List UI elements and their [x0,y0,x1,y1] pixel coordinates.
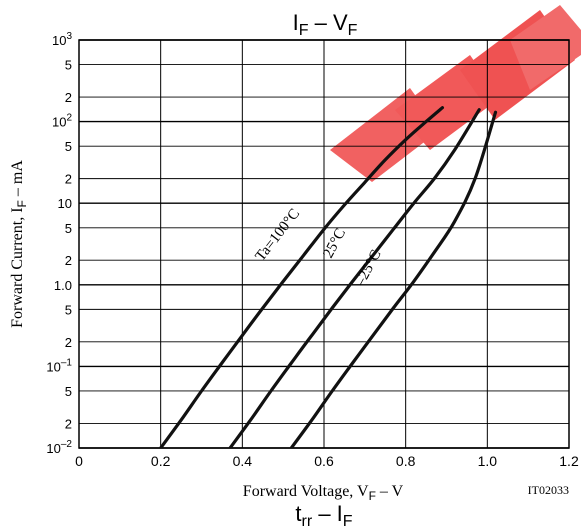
x-tick-labels: 0 0.2 0.4 0.6 0.8 1.0 1.2 [75,453,579,469]
y-tick-label: 103 [52,31,72,48]
x-axis-label: Forward Voltage, VF – V [243,483,404,503]
y-tick-label: 1.0 [54,278,72,293]
x-tick-label: 0.4 [233,453,253,469]
annotation-minus25c: –25°C [352,247,385,289]
curve-series-2 [289,110,498,448]
y-tick-label: 2 [65,90,72,105]
y-tick-label: 10 [58,196,72,211]
curve-series-1 [228,108,481,448]
y-tick-label: 2 [65,172,72,187]
annotation-25c: 25°C [320,226,349,261]
x-tick-label: 0 [75,453,83,469]
y-tick-label: 5 [65,302,72,317]
x-tick-label: 1.2 [559,453,579,469]
y-tick-label: 102 [52,113,72,130]
y-tick-label: 2 [65,335,72,350]
y-axis-label: Forward Current, IF – mA [9,160,29,328]
y-tick-label: 2 [65,253,72,268]
curve-series-0 [159,106,444,448]
y-tick-label: 2 [65,416,72,431]
watermark-logo [330,5,581,182]
y-tick-label: 5 [65,139,72,154]
y-tick-label: 10–1 [46,357,72,374]
y-tick-label: 10–2 [46,439,72,456]
figure-code: IT02033 [528,483,569,497]
x-tick-label: 0.8 [396,453,416,469]
y-tick-label: 5 [65,58,72,73]
next-chart-title: trr – IF [295,501,352,526]
x-tick-label: 0.2 [151,453,171,469]
x-tick-label: 1.0 [478,453,498,469]
y-tick-label: 5 [65,221,72,236]
plot-frame [78,39,570,449]
y-tick-label: 5 [65,384,72,399]
curves-layer [159,106,498,448]
chart-title: IF – VF [293,10,358,39]
x-tick-label: 0.6 [314,453,334,469]
annotation-ta100: Ta=100°C [253,206,304,265]
